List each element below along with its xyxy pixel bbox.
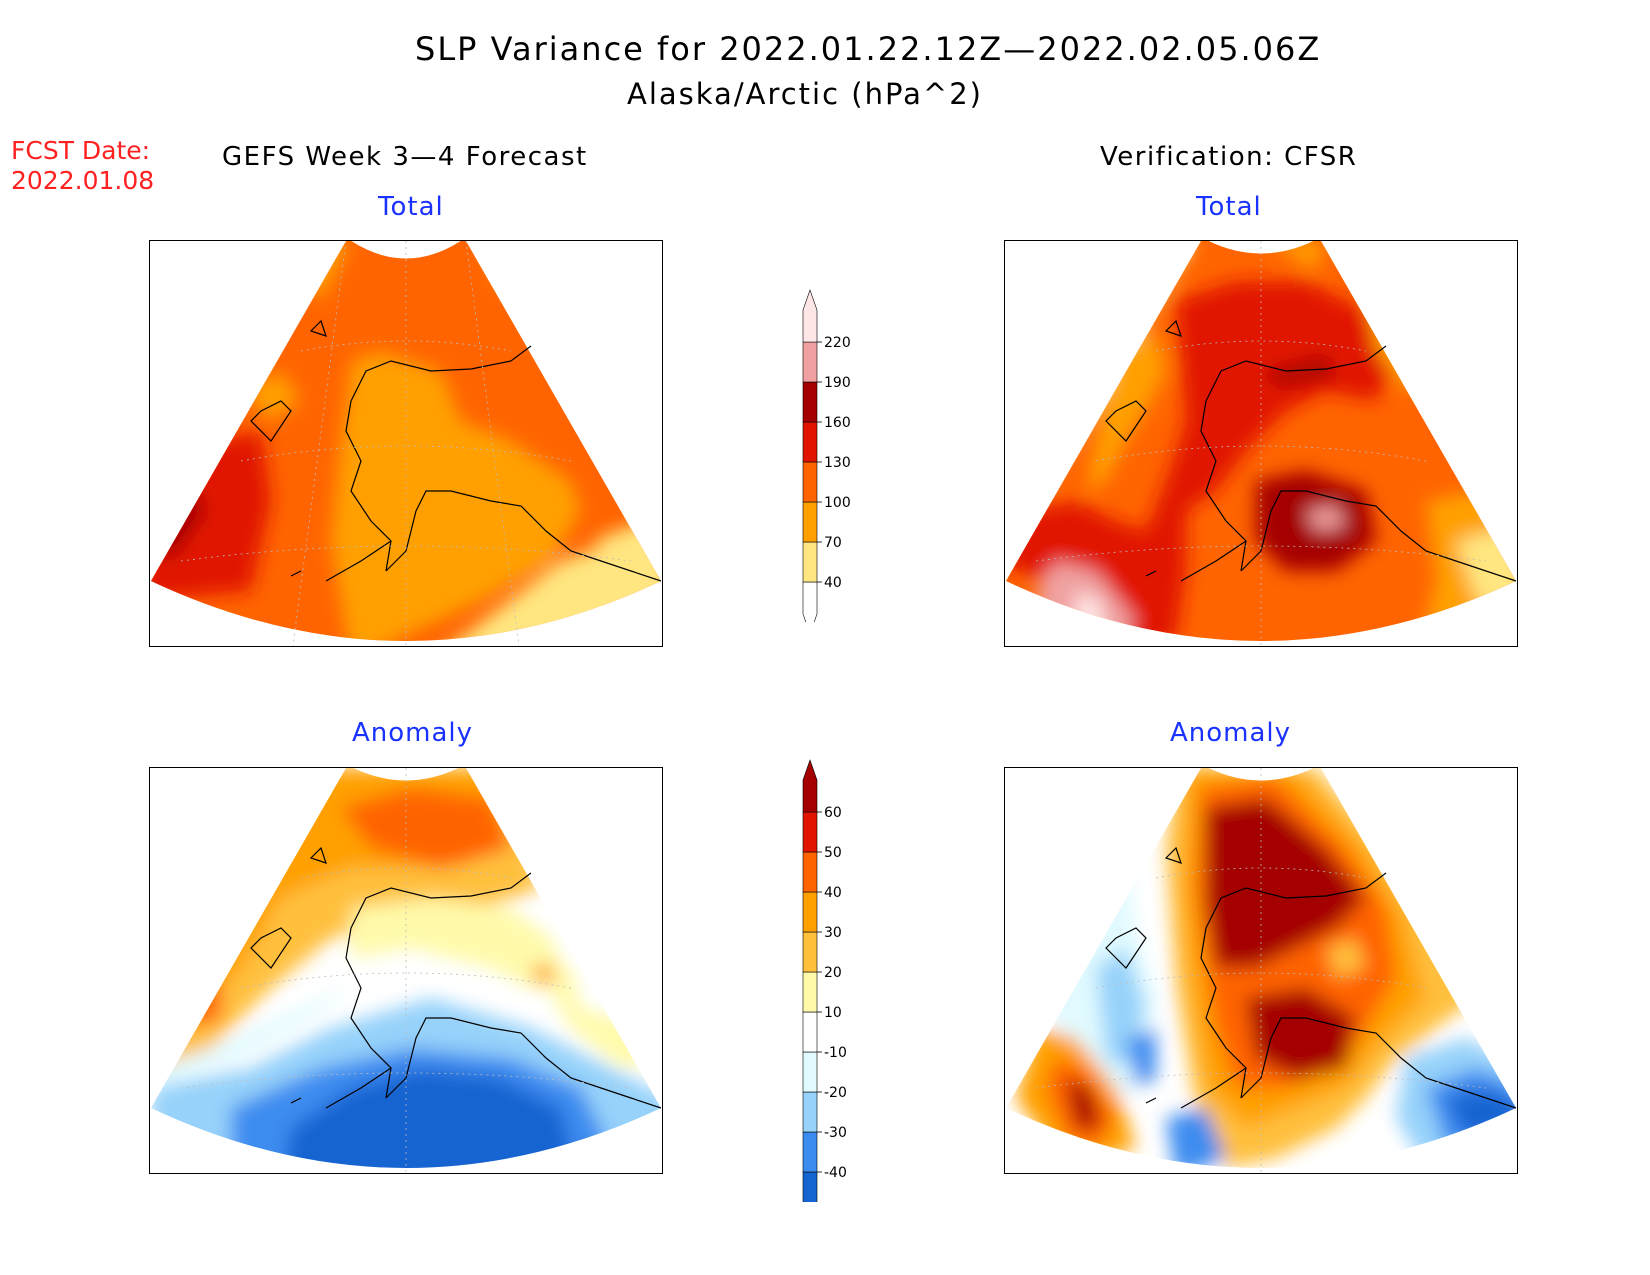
panel-title-verification-anomaly: Anomaly: [1170, 718, 1292, 748]
map-verification-total: [1004, 240, 1518, 647]
colorbar-swatch: [802, 971, 818, 1013]
colorbar-tick-label: -10: [824, 1045, 847, 1061]
colorbar-swatch: [802, 341, 818, 383]
colorbar-tick-label: 100: [824, 495, 851, 511]
colorbar-tick-label: 70: [824, 535, 842, 551]
colorbar-tick-label: 130: [824, 455, 851, 471]
map-forecast-total: [149, 240, 663, 647]
colorbar-cap-top: [802, 759, 818, 813]
colorbar-swatch: [802, 1051, 818, 1093]
colorbar-swatch: [802, 1091, 818, 1133]
colorbar-swatch: [802, 1011, 818, 1053]
column-title-verification: Verification: CFSR: [1100, 142, 1358, 172]
map-verification-anomaly: [1004, 767, 1518, 1174]
panel-title-forecast-anomaly: Anomaly: [352, 718, 474, 748]
colorbar-tick-label: 40: [824, 575, 842, 591]
colorbar-swatch: [802, 891, 818, 933]
colorbar-tick-label: 40: [824, 885, 842, 901]
colorbar-tick-label: 60: [824, 805, 842, 821]
panel-title-forecast-total: Total: [378, 192, 444, 222]
colorbar-swatch: [802, 931, 818, 973]
colorbar-swatch: [802, 851, 818, 893]
colorbar-swatch: [802, 501, 818, 543]
colorbar-tick-label: -30: [824, 1125, 847, 1141]
colorbar-cap-bottom: [802, 1171, 818, 1202]
colorbar-swatch: [802, 541, 818, 583]
colorbar-tick-label: 190: [824, 375, 851, 391]
colorbar-swatch: [802, 811, 818, 853]
colorbar-tick-label: -40: [824, 1165, 847, 1181]
forecast-date-value: 2022.01.08: [11, 166, 155, 195]
column-title-forecast: GEFS Week 3—4 Forecast: [222, 142, 588, 172]
colorbar-total: 40 70 100 130 160 190 220: [802, 289, 851, 622]
figure-subtitle: Alaska/Arctic (hPa^2): [627, 77, 983, 111]
colorbar-anomaly: -40 -30 -20 -10 10 20 30 40 50 60: [802, 759, 847, 1202]
colorbar-swatch: [802, 1131, 818, 1173]
colorbar-cap-bottom: [802, 581, 818, 622]
colorbar-tick-label: 30: [824, 925, 842, 941]
colorbar-cap-top: [802, 289, 818, 343]
colorbar-swatch: [802, 421, 818, 463]
colorbar-tick-label: -20: [824, 1085, 847, 1101]
colorbar-tick-label: 10: [824, 1005, 842, 1021]
forecast-date-label: FCST Date:: [11, 136, 151, 165]
colorbar-swatch: [802, 381, 818, 423]
colorbar-swatch: [802, 461, 818, 503]
colorbar-tick-label: 20: [824, 965, 842, 981]
colorbar-tick-label: 160: [824, 415, 851, 431]
figure-title: SLP Variance for 2022.01.22.12Z—2022.02.…: [415, 30, 1322, 68]
map-forecast-anomaly: [149, 767, 663, 1174]
panel-title-verification-total: Total: [1196, 192, 1262, 222]
colorbar-tick-label: 220: [824, 335, 851, 351]
colorbar-tick-label: 50: [824, 845, 842, 861]
